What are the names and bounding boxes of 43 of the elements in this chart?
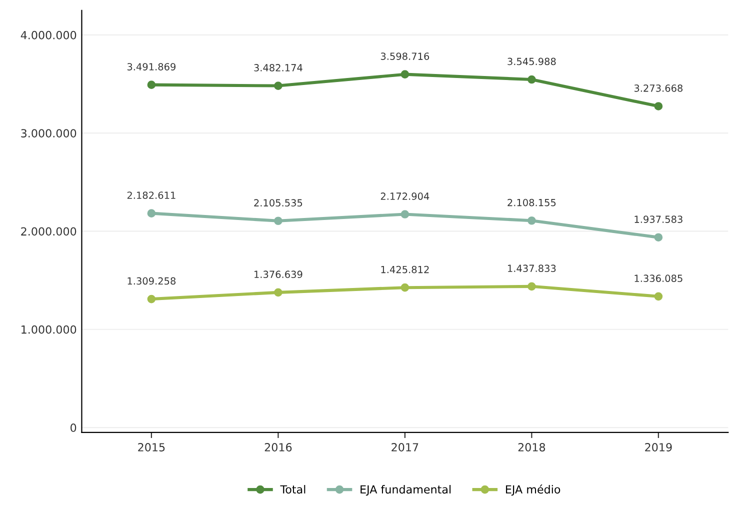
x-tick-label: 2017 xyxy=(392,443,418,452)
point xyxy=(274,216,282,226)
data-label: 3.273.668 xyxy=(634,84,683,92)
x-tick-label: 2016 xyxy=(264,443,292,452)
y-tick-label: 0 xyxy=(70,424,76,432)
data-label: 3.491.869 xyxy=(127,63,176,70)
point xyxy=(147,209,156,218)
legend-label: Total xyxy=(280,484,306,494)
point xyxy=(528,216,536,225)
data-label: 3.545.988 xyxy=(508,58,556,66)
data-label: 1.425.812 xyxy=(381,266,429,274)
point xyxy=(654,292,663,301)
data-label: 2.108.155 xyxy=(508,198,556,206)
data-label: 1.437.833 xyxy=(508,264,556,272)
point xyxy=(528,75,536,84)
point xyxy=(654,102,663,110)
point xyxy=(528,282,536,291)
data-label: 3.598.716 xyxy=(380,52,430,60)
legend-label: EJA médio xyxy=(506,484,560,496)
data-label: 3.482.174 xyxy=(254,64,302,72)
x-tick-label: 2015 xyxy=(138,443,165,452)
data-label: 1.937.583 xyxy=(634,216,682,223)
point xyxy=(147,80,156,89)
data-label: 1.336.085 xyxy=(634,274,682,282)
point xyxy=(147,294,156,304)
x-tick-label: 2018 xyxy=(518,443,546,452)
data-label: 1.376.639 xyxy=(254,270,302,278)
point xyxy=(274,288,282,297)
y-tick-label: 2.000.000 xyxy=(21,227,76,236)
point xyxy=(400,283,410,292)
point xyxy=(274,82,282,90)
point xyxy=(654,233,663,242)
data-label: 2.172.904 xyxy=(380,192,430,200)
data-label: 2.105.535 xyxy=(254,199,302,206)
y-tick-label: 3.000.000 xyxy=(21,129,76,138)
y-tick-label: 1.000.000 xyxy=(22,325,76,334)
data-label: 2.182.611 xyxy=(127,192,176,199)
legend-label: EJA fundamental xyxy=(360,484,451,496)
x-tick-label: 2019 xyxy=(645,443,672,452)
data-label: 1.309.258 xyxy=(128,277,176,285)
point xyxy=(400,210,410,218)
point xyxy=(400,70,410,79)
y-tick-label: 4.000.000 xyxy=(20,30,76,40)
